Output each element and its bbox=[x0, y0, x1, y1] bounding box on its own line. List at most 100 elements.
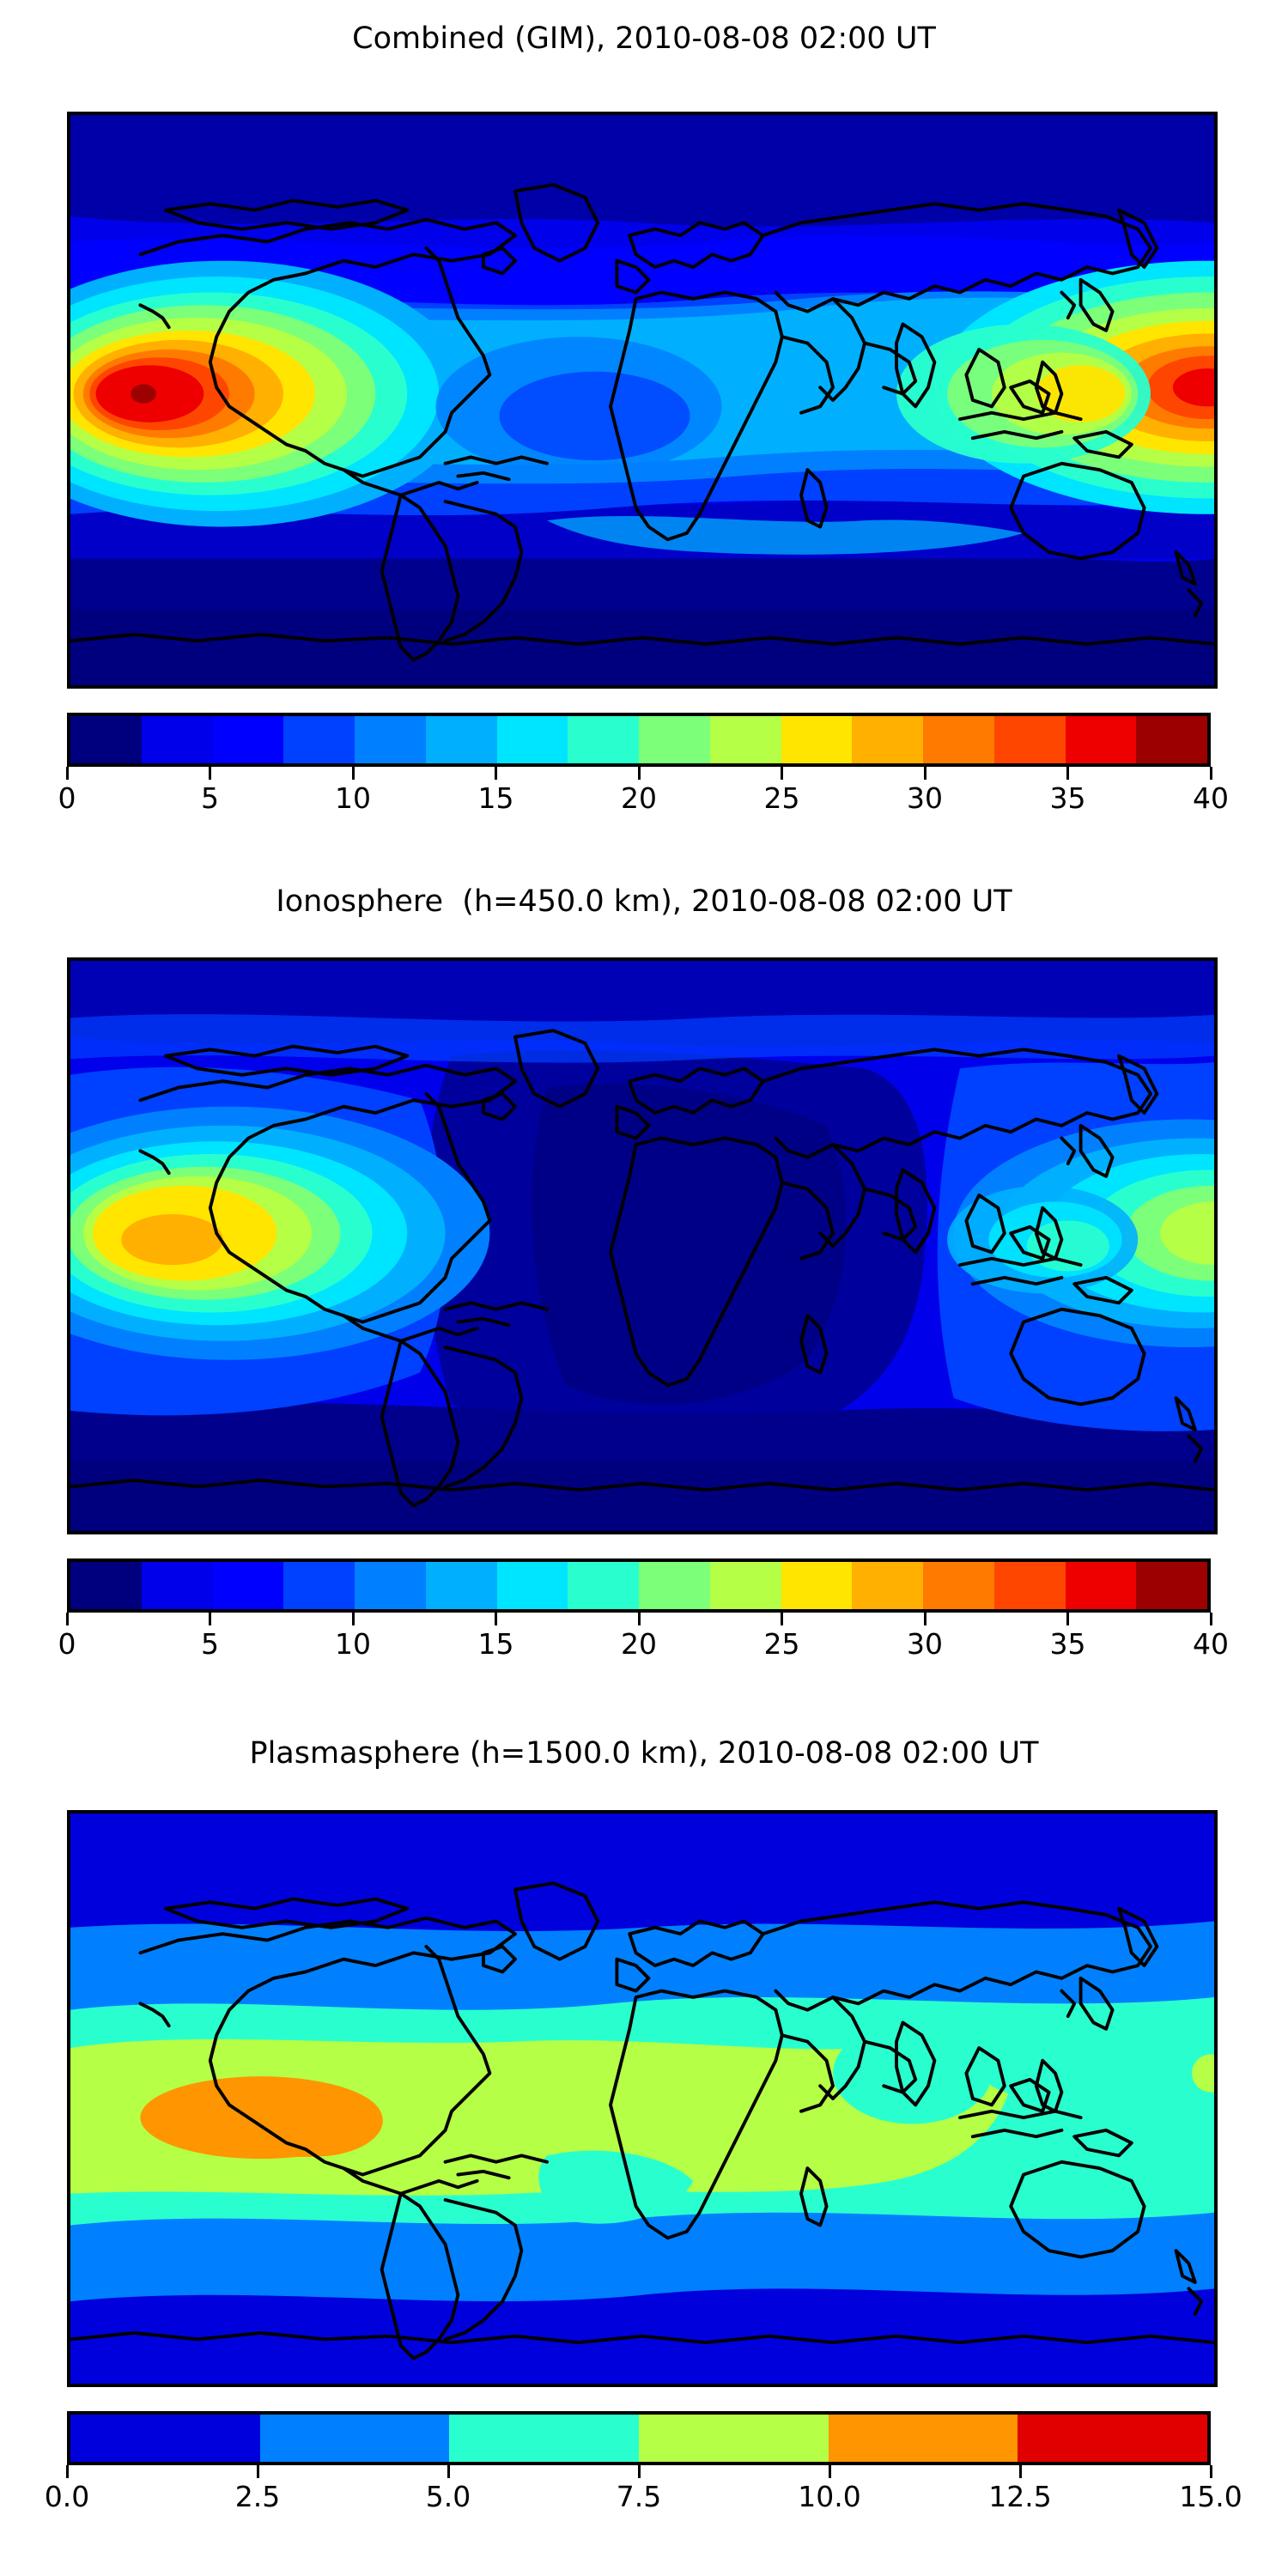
colorbar-segment-4 bbox=[355, 716, 426, 763]
colorbar-segment-3 bbox=[283, 716, 355, 763]
colorbar-ticklabel-6: 30 bbox=[907, 781, 943, 815]
panel-title-combined-gim: Combined (GIM), 2010-08-08 02:00 UT bbox=[352, 21, 936, 56]
colorbar-segment-1 bbox=[141, 1562, 213, 1609]
colorbar-tickmark-5 bbox=[781, 767, 783, 780]
colorbar-segment-4 bbox=[828, 2415, 1018, 2462]
colorbar-segment-10 bbox=[781, 716, 853, 763]
combined-gim-map[interactable] bbox=[67, 112, 1218, 689]
colorbar-segment-12 bbox=[923, 716, 994, 763]
plasmasphere-colorbar-ticks: 0.0 2.5 5.0 7.5 10.0 12.5 15.0 bbox=[45, 2465, 1242, 2525]
colorbar-segment-2 bbox=[449, 2415, 640, 2462]
colorbar-ticklabel-7: 35 bbox=[1049, 781, 1086, 815]
colorbar-ticklabel-4: 10.0 bbox=[798, 2480, 861, 2513]
colorbar-segment-9 bbox=[709, 1562, 781, 1609]
ionosphere-colorbar[interactable] bbox=[67, 1558, 1211, 1613]
colorbar-segment-15 bbox=[1136, 1562, 1207, 1609]
panel-plasmasphere: Plasmasphere (h=1500.0 km), 2010-08-08 0… bbox=[0, 1717, 1288, 2576]
colorbar-ticklabel-4: 20 bbox=[621, 1627, 657, 1661]
colorbar-segment-2 bbox=[212, 716, 284, 763]
colorbar-segment-11 bbox=[852, 1562, 923, 1609]
ionosphere-colorbar-bar bbox=[67, 1558, 1211, 1613]
colorbar-segment-1 bbox=[259, 2415, 450, 2462]
colorbar-tickmark-5 bbox=[1018, 2465, 1022, 2478]
colorbar-ticklabel-8: 40 bbox=[1193, 1627, 1229, 1661]
colorbar-segment-6 bbox=[496, 1562, 568, 1609]
panel-title-ionosphere: Ionosphere (h=450.0 km), 2010-08-08 02:0… bbox=[276, 884, 1012, 919]
colorbar-ticklabel-3: 7.5 bbox=[616, 2480, 662, 2513]
colorbar-segment-7 bbox=[568, 1562, 639, 1609]
colorbar-ticklabel-5: 12.5 bbox=[988, 2480, 1052, 2513]
colorbar-segment-15 bbox=[1136, 716, 1207, 763]
colorbar-ticklabel-7: 35 bbox=[1049, 1627, 1086, 1661]
colorbar-ticklabel-8: 40 bbox=[1193, 781, 1229, 815]
colorbar-tickmark-4 bbox=[637, 1613, 641, 1625]
colorbar-ticklabel-1: 2.5 bbox=[234, 2480, 281, 2513]
colorbar-ticklabel-3: 15 bbox=[477, 781, 514, 815]
colorbar-tickmark-5 bbox=[781, 1613, 783, 1625]
colorbar-segment-0 bbox=[70, 716, 142, 763]
colorbar-segment-6 bbox=[496, 716, 568, 763]
plasmasphere-colorbar-bar bbox=[67, 2411, 1211, 2465]
colorbar-tickmark-6 bbox=[1209, 2465, 1212, 2478]
colorbar-tickmark-8 bbox=[1209, 1613, 1212, 1625]
colorbar-ticklabel-4: 20 bbox=[621, 781, 657, 815]
panel-title-plasmasphere: Plasmasphere (h=1500.0 km), 2010-08-08 0… bbox=[249, 1736, 1039, 1771]
colorbar-tickmark-0 bbox=[65, 1613, 69, 1625]
colorbar-tickmark-8 bbox=[1209, 767, 1212, 780]
colorbar-segment-14 bbox=[1065, 1562, 1137, 1609]
ionosphere-colorbar-ticks: 0 5 10 15 20 25 30 35 40 bbox=[58, 1613, 1229, 1673]
ionosphere-map[interactable] bbox=[67, 957, 1218, 1534]
plasmasphere-map-canvas bbox=[70, 1814, 1214, 2384]
plasmasphere-map[interactable] bbox=[67, 1810, 1218, 2387]
colorbar-segment-5 bbox=[425, 716, 497, 763]
colorbar-segment-3 bbox=[639, 2415, 829, 2462]
colorbar-tickmark-4 bbox=[828, 2465, 831, 2478]
combined-gim-map-canvas bbox=[70, 115, 1214, 685]
panel-ionosphere: Ionosphere (h=450.0 km), 2010-08-08 02:0… bbox=[0, 859, 1288, 1717]
colorbar-segment-0 bbox=[70, 2415, 260, 2462]
colorbar-ticklabel-6: 15.0 bbox=[1179, 2480, 1242, 2513]
combined-gim-colorbar-ticks: 0 5 10 15 20 25 30 35 40 bbox=[58, 767, 1229, 827]
colorbar-ticklabel-1: 5 bbox=[201, 1627, 219, 1661]
colorbar-tickmark-4 bbox=[637, 767, 641, 780]
colorbar-ticklabel-5: 25 bbox=[763, 781, 800, 815]
colorbar-segment-13 bbox=[993, 1562, 1066, 1609]
colorbar-segment-8 bbox=[639, 1562, 710, 1609]
colorbar-segment-10 bbox=[781, 1562, 853, 1609]
combined-gim-colorbar[interactable] bbox=[67, 713, 1211, 767]
colorbar-segment-8 bbox=[639, 716, 710, 763]
colorbar-tickmark-7 bbox=[1066, 767, 1069, 780]
colorbar-tickmark-6 bbox=[923, 1613, 927, 1625]
colorbar-tickmark-0 bbox=[65, 767, 69, 780]
combined-gim-colorbar-bar bbox=[67, 713, 1211, 767]
colorbar-tickmark-2 bbox=[351, 1613, 355, 1625]
colorbar-tickmark-1 bbox=[256, 2465, 259, 2478]
colorbar-segment-0 bbox=[70, 1562, 142, 1609]
colorbar-tickmark-1 bbox=[209, 1613, 211, 1625]
colorbar-tickmark-2 bbox=[447, 2465, 450, 2478]
colorbar-tickmark-6 bbox=[923, 767, 927, 780]
colorbar-ticklabel-2: 10 bbox=[335, 1627, 371, 1661]
colorbar-segment-1 bbox=[141, 716, 213, 763]
colorbar-segment-7 bbox=[568, 716, 639, 763]
colorbar-segment-5 bbox=[425, 1562, 497, 1609]
colorbar-segment-4 bbox=[355, 1562, 426, 1609]
colorbar-tickmark-0 bbox=[65, 2465, 69, 2478]
colorbar-ticklabel-1: 5 bbox=[201, 781, 219, 815]
colorbar-ticklabel-5: 25 bbox=[763, 1627, 800, 1661]
colorbar-ticklabel-0: 0.0 bbox=[44, 2480, 90, 2513]
panel-combined-gim: Combined (GIM), 2010-08-08 02:00 UT bbox=[0, 0, 1288, 859]
colorbar-tickmark-3 bbox=[637, 2465, 641, 2478]
colorbar-ticklabel-2: 10 bbox=[335, 781, 371, 815]
colorbar-segment-5 bbox=[1018, 2415, 1208, 2462]
colorbar-segment-12 bbox=[923, 1562, 994, 1609]
colorbar-tickmark-1 bbox=[209, 767, 211, 780]
colorbar-ticklabel-3: 15 bbox=[477, 1627, 514, 1661]
plasmasphere-colorbar[interactable] bbox=[67, 2411, 1211, 2465]
colorbar-tickmark-3 bbox=[495, 1613, 497, 1625]
colorbar-segment-14 bbox=[1065, 716, 1137, 763]
colorbar-ticklabel-6: 30 bbox=[907, 1627, 943, 1661]
colorbar-ticklabel-0: 0 bbox=[58, 1627, 76, 1661]
colorbar-segment-11 bbox=[852, 716, 923, 763]
colorbar-ticklabel-2: 5.0 bbox=[425, 2480, 471, 2513]
